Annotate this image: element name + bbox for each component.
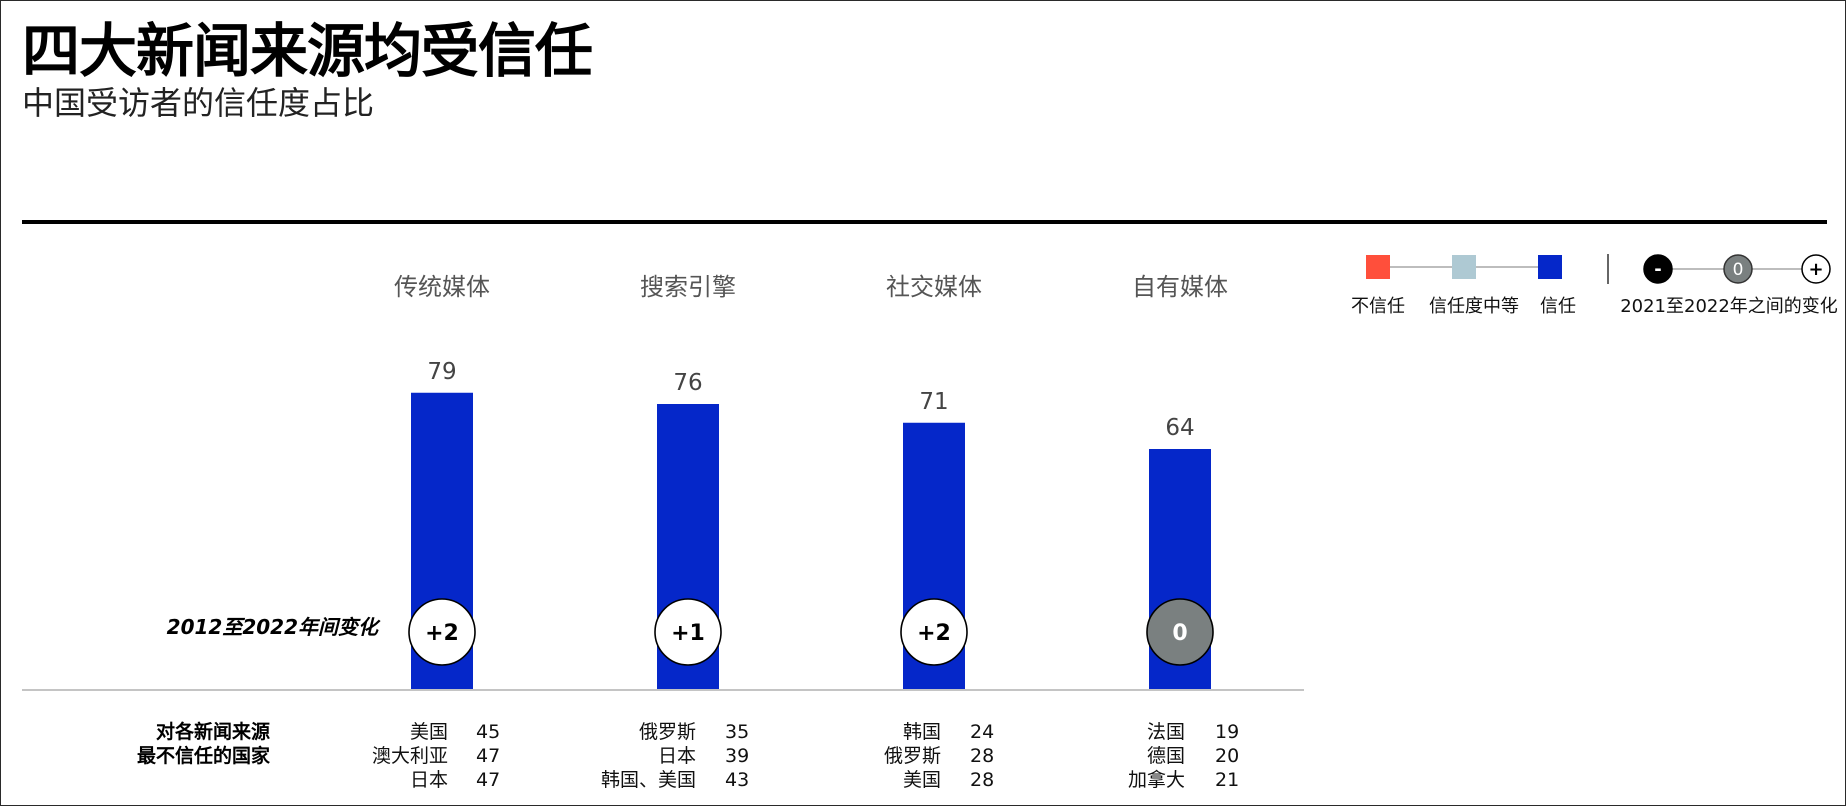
country-value: 20: [1215, 745, 1239, 767]
country-name: 美国: [410, 721, 448, 743]
country-value: 24: [970, 721, 994, 743]
value-label: 71: [919, 389, 948, 415]
legend-change-label: 2021至2022年之间的变化: [1620, 296, 1838, 317]
country-value: 28: [970, 769, 994, 791]
country-name: 日本: [410, 769, 448, 791]
country-name: 俄罗斯: [884, 745, 941, 767]
bars-group: 传统媒体 79 +2 搜索引擎 76 +1 社交媒体 71 +2 自有媒体 64 0: [394, 273, 1228, 689]
value-label: 76: [673, 370, 702, 396]
legend-distrust-swatch: [1366, 255, 1390, 279]
country-value: 39: [725, 745, 749, 767]
legend-neutral-swatch: [1452, 255, 1476, 279]
least-trusted-table: 美国 45 澳大利亚 47 日本 47 俄罗斯 35 日本 39 韩国、美国 43 韩国 24 俄罗斯 28 美…: [372, 721, 1239, 791]
country-value: 47: [476, 769, 500, 791]
legend-neutral-label: 信任度中等: [1429, 296, 1519, 317]
country-name: 俄罗斯: [639, 721, 696, 743]
category-label: 搜索引擎: [640, 273, 736, 301]
country-name: 美国: [903, 769, 941, 791]
country-name: 韩国: [903, 721, 941, 743]
change-value: +2: [425, 621, 459, 646]
legend-trust-swatch: [1538, 255, 1562, 279]
legend-change-negative-circle: [1643, 254, 1673, 284]
country-name: 德国: [1147, 745, 1185, 767]
country-value: 35: [725, 721, 749, 743]
country-name: 韩国、美国: [601, 769, 696, 791]
country-name: 日本: [658, 745, 696, 767]
country-caption-line-1: 对各新闻来源: [156, 720, 270, 743]
country-name: 加拿大: [1128, 768, 1185, 791]
category-label: 传统媒体: [394, 273, 490, 301]
change-caption: 2012至2022年间变化: [167, 615, 381, 639]
header-rule: [22, 220, 1827, 224]
chart-subtitle: 中国受访者的信任度占比: [22, 84, 375, 122]
value-label: 79: [427, 359, 456, 385]
chart-title: 四大新闻来源均受信任: [22, 17, 593, 85]
value-label: 64: [1165, 415, 1194, 441]
country-value: 28: [970, 745, 994, 767]
change-circle: [1146, 598, 1214, 666]
country-value: 19: [1215, 721, 1239, 743]
legend-distrust-label: 不信任: [1351, 296, 1405, 317]
country-name: 澳大利亚: [372, 745, 448, 767]
category-label: 自有媒体: [1132, 273, 1228, 301]
legend-change-positive-circle: [1801, 254, 1831, 284]
legend: 不信任 信任度中等 信任 - 0 + 2021至2022年之间的变化: [1351, 254, 1838, 317]
country-caption-line-2: 最不信任的国家: [137, 744, 271, 767]
legend-zero-sign: 0: [1733, 260, 1744, 280]
change-value: +2: [917, 621, 951, 646]
change-value: 0: [1172, 621, 1187, 646]
category-label: 社交媒体: [886, 273, 982, 301]
country-name: 法国: [1147, 721, 1185, 743]
change-circle: [408, 598, 476, 666]
legend-trust-label: 信任: [1540, 296, 1576, 317]
change-value: +1: [671, 621, 705, 646]
country-value: 47: [476, 745, 500, 767]
legend-minus-sign: -: [1654, 259, 1661, 280]
legend-change-zero-circle: [1723, 254, 1753, 284]
legend-plus-sign: +: [1808, 259, 1823, 280]
change-circle: [654, 598, 722, 666]
country-value: 43: [725, 769, 749, 791]
country-value: 21: [1215, 769, 1239, 791]
country-value: 45: [476, 721, 500, 743]
change-circle: [900, 598, 968, 666]
